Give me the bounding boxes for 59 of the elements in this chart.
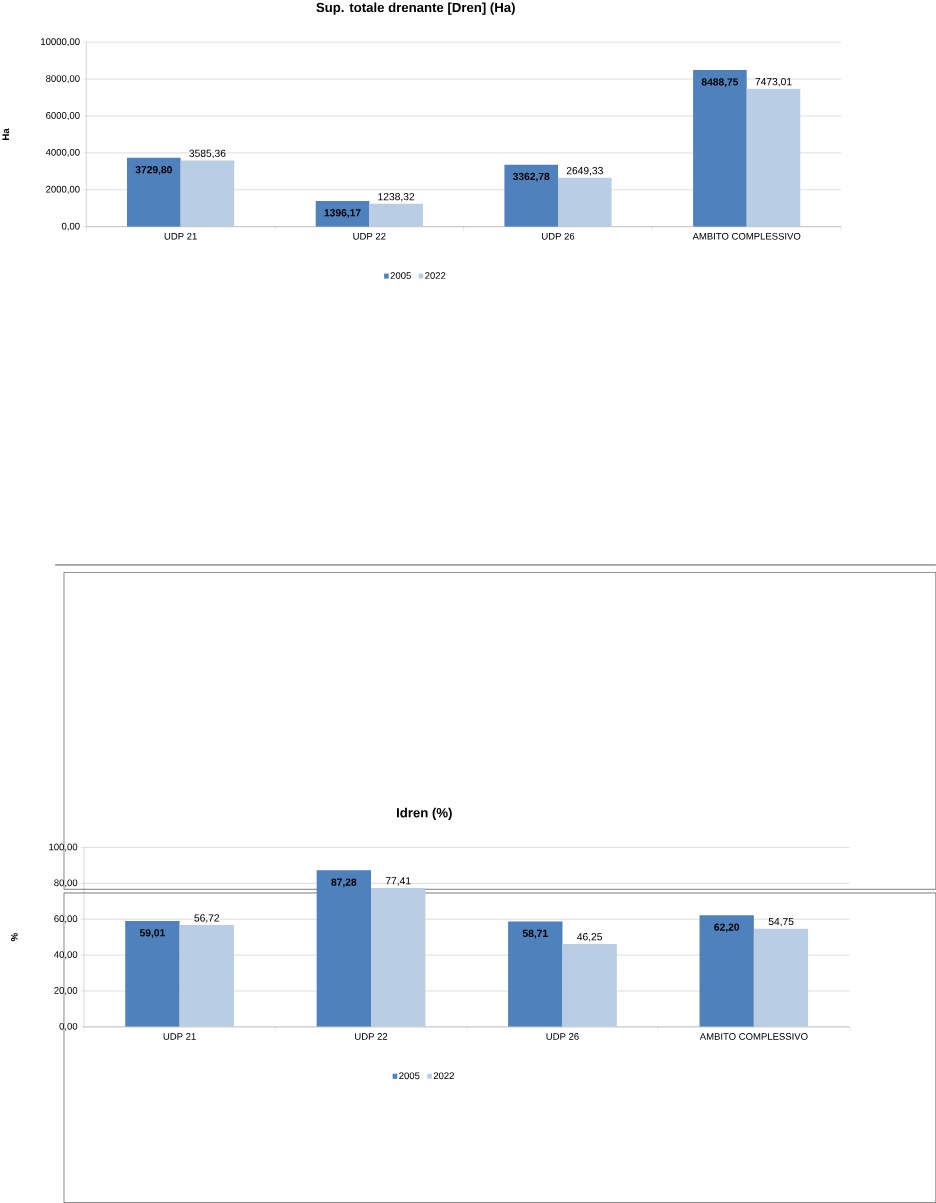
y-tick-label: 4000,00 [45,148,80,157]
legend-label: 2022 [433,1072,454,1080]
data-label: 7473,01 [755,77,792,87]
data-label: 59,01 [139,929,165,938]
bar [179,925,234,1027]
bar [126,157,181,227]
data-label: 8488,75 [701,78,738,88]
bar [369,203,423,227]
x-tick-label: UDP 21 [164,232,197,240]
y-axis-title: Ha [2,128,9,140]
bar [699,915,754,1027]
bar [753,928,809,1027]
chart-title: Sup. totale drenante [Dren] (Ha) [316,2,515,15]
data-label: 1238,32 [378,193,414,202]
y-tick-label: 0,00 [59,1022,78,1031]
y-tick-label: 80,00 [54,879,78,888]
bar [504,164,558,227]
y-tick-label: 100,00 [49,843,78,852]
y-tick-label: 6000,00 [45,112,80,120]
data-label: 3362,78 [512,172,550,182]
data-label: 58,71 [522,929,548,939]
data-label: 2649,33 [566,166,603,176]
legend-label: 2022 [425,272,446,279]
bar [746,88,801,227]
y-tick-label: 60,00 [54,915,78,924]
chart-title: Idren (%) [396,807,452,821]
y-axis-title: % [10,933,18,942]
y-tick-label: 2000,00 [45,185,80,194]
bar [180,160,235,227]
data-label: 3729,80 [135,166,172,175]
data-label: 1396,17 [324,209,361,218]
data-label: 56,72 [194,914,219,923]
data-label: 3585,36 [189,149,226,159]
bar [557,177,612,227]
bar [562,943,617,1027]
data-label: 87,28 [331,878,357,888]
x-tick-label: AMBITO COMPLESSIVO [699,1033,808,1040]
data-label: 62,20 [714,923,739,933]
data-label: 46,25 [576,933,602,942]
y-tick-label: 40,00 [53,951,78,960]
y-tick-label: 0,00 [61,222,80,231]
bar [125,921,180,1027]
bar [370,888,426,1027]
data-label: 54,75 [768,917,794,927]
x-tick-label: UDP 22 [354,1033,388,1040]
y-tick-label: 8000,00 [45,75,80,84]
x-tick-label: UDP 22 [353,232,386,240]
y-tick-label: 10000,00 [40,38,80,47]
data-label: 77,41 [385,877,411,886]
legend-label: 2005 [390,272,411,279]
x-tick-label: UDP 26 [541,232,575,240]
bar [692,70,747,227]
bar [507,921,563,1027]
x-tick-label: AMBITO COMPLESSIVO [692,232,801,240]
x-tick-label: UDP 21 [163,1033,196,1040]
bar [316,870,371,1027]
x-tick-label: UDP 26 [546,1033,579,1040]
legend-label: 2005 [399,1072,420,1080]
y-tick-label: 20,00 [54,987,78,995]
